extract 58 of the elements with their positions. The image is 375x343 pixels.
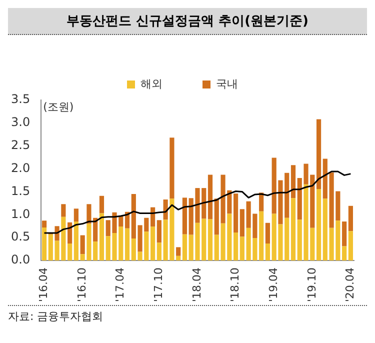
x-tick-label: '18.04 — [190, 267, 204, 302]
x-tick-label: '17.04 — [114, 267, 127, 302]
bar — [265, 222, 270, 244]
bar — [233, 194, 238, 233]
y-axis-title: (조원) — [43, 100, 74, 114]
bar — [316, 188, 322, 260]
bar — [99, 196, 104, 214]
bar — [208, 219, 213, 260]
bar — [99, 213, 104, 260]
bar — [348, 206, 353, 232]
bar — [74, 222, 78, 260]
bar — [80, 235, 85, 254]
bar — [150, 226, 156, 260]
bar — [68, 222, 72, 244]
bar — [208, 174, 213, 220]
bar — [61, 204, 66, 217]
bar — [42, 227, 47, 260]
y-tick-label: 2.5 — [10, 138, 30, 152]
y-tick-label: 1.5 — [10, 184, 30, 198]
bar — [176, 247, 181, 256]
y-tick-label: 2.0 — [10, 160, 30, 175]
bar — [240, 236, 244, 260]
y-tick-label: 0.0 — [10, 252, 30, 267]
x-tick-label: '16.04 — [37, 267, 50, 302]
bar — [182, 234, 188, 260]
bar — [290, 198, 296, 260]
bar — [259, 211, 264, 260]
bar — [342, 246, 347, 260]
chart-title: 부동산펀드 신규설정금액 추이(원본기준) — [8, 8, 367, 35]
x-tick-label: '17.10 — [152, 267, 166, 302]
bar — [42, 220, 47, 228]
bar — [265, 244, 270, 260]
bar — [182, 198, 188, 234]
bar — [316, 119, 322, 189]
bar — [240, 209, 244, 237]
y-tick-label: 1.0 — [10, 206, 30, 221]
bar — [68, 244, 72, 260]
x-tick-label: '19.10 — [305, 267, 318, 302]
bar — [170, 138, 174, 199]
y-tick-label: 0.5 — [10, 230, 30, 244]
bar — [290, 165, 296, 198]
bar — [348, 231, 353, 260]
bar — [342, 222, 347, 246]
text: 자료: 금융투자협회 — [8, 305, 367, 324]
bar — [124, 228, 130, 260]
y-tick-label: 3.5 — [10, 92, 30, 106]
bar — [156, 242, 162, 260]
legend-label: 해외 — [140, 77, 162, 90]
x-tick-label: '18.10 — [228, 267, 242, 302]
bar — [74, 208, 78, 222]
y-tick-label: 3.0 — [10, 115, 30, 130]
x-tick-label: '19.04 — [266, 267, 280, 302]
x-tick-label: '16.10 — [75, 267, 88, 302]
x-tick-label: '20.04 — [344, 267, 357, 302]
bar — [156, 220, 162, 243]
bar — [233, 232, 238, 260]
bar — [259, 192, 264, 212]
legend-label: 국내 — [216, 77, 238, 90]
